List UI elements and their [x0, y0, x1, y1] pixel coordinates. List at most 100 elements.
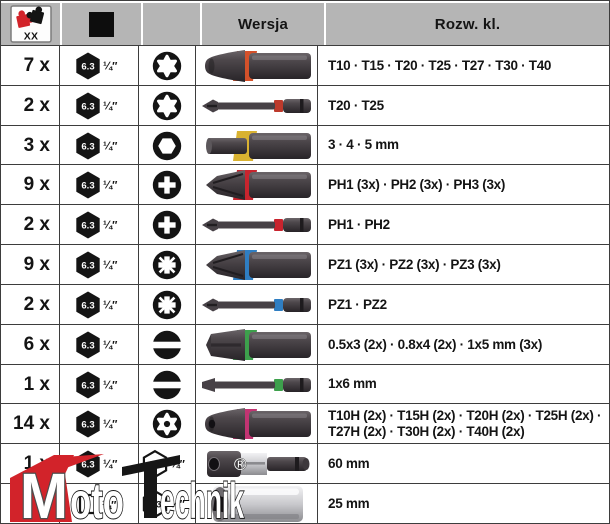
hex-6.3-shank-icon: 6.3 ¼″	[76, 450, 118, 478]
count-value: 2 x	[23, 214, 50, 236]
header-version-cell: Wersja	[202, 3, 324, 45]
hex-6.3-shank-icon: 6.3 ¼″	[76, 371, 118, 399]
torx-tip-icon	[152, 91, 182, 121]
svg-text:6.3: 6.3	[81, 420, 94, 431]
svg-text:¼″: ¼″	[103, 260, 118, 272]
tip-cell	[139, 364, 196, 405]
range-cell: 1x6 mm	[318, 365, 609, 405]
svg-text:6.3: 6.3	[81, 340, 94, 351]
range-cell: 60 mm	[318, 444, 609, 484]
count-cell: 7 x	[1, 46, 60, 86]
table-row: ¼″ 6.3 ¼″ 25 mm	[1, 483, 609, 524]
range-value: PZ1 (3x) · PZ2 (3x) · PZ3 (3x)	[328, 256, 501, 272]
svg-text:¼″: ¼″	[103, 379, 118, 391]
puzzle-pieces-icon: XX	[9, 5, 52, 43]
svg-text:6.3: 6.3	[81, 181, 94, 192]
shank-cell: 6.3 ¼″	[60, 125, 139, 166]
svg-text:¼″: ¼″	[103, 299, 118, 311]
range-cell: T10H (2x) · T15H (2x) · T20H (2x) · T25H…	[318, 404, 609, 444]
table-row: 2 x 6.3 ¼″ T20 · T25	[1, 84, 609, 126]
header-pieces-cell: XX	[1, 3, 60, 45]
shank-cell: 6.3 ¼″	[60, 245, 139, 286]
count-value: 9 x	[23, 174, 50, 196]
tip-cell	[139, 324, 196, 365]
photo-cell	[196, 245, 318, 286]
hex-6.3-shank-icon: 6.3 ¼″	[76, 331, 118, 359]
torx-tip-icon	[152, 51, 182, 81]
bit-stubby-photo	[205, 328, 311, 361]
count-cell: 2 x	[1, 85, 60, 126]
table-row: 6 x 6.3 ¼″ 0.5x3 (2x) · 0.8x4 (2x) · 1x5 mm…	[1, 323, 609, 365]
tip-cell	[139, 165, 196, 206]
count-cell	[1, 484, 60, 524]
table-row: 9 x 6.3 ¼″ PH1 (3x) · PH2 (3x) · PH3 (3x)	[1, 164, 609, 206]
svg-text:6.3: 6.3	[149, 500, 162, 510]
pozidriv-tip-icon	[152, 290, 182, 320]
range-cell: PH1 (3x) · PH2 (3x) · PH3 (3x)	[318, 165, 609, 205]
shank-cell: 6.3 ¼″	[60, 46, 139, 86]
range-value: 25 mm	[328, 495, 370, 511]
count-value: 14 x	[13, 413, 50, 435]
table-row: 9 x 6.3 ¼″ PZ1 (3x) · PZ2 (3x) · PZ3 (3x)	[1, 244, 609, 286]
black-square-icon	[89, 11, 114, 37]
shank-cell: 6.3 ¼″	[60, 324, 139, 365]
table-header-row: XX Wersja Rozw. kl.	[1, 1, 609, 45]
svg-text:6.3: 6.3	[81, 101, 94, 112]
tip-cell: 6.3 ¼″	[139, 444, 196, 485]
range-value: 60 mm	[328, 456, 370, 472]
count-value: 2 x	[23, 293, 50, 315]
square-drive-icon: ¼″	[78, 494, 117, 515]
torx-tamper-tip-icon	[152, 410, 182, 439]
count-cell: 2 x	[1, 205, 60, 246]
svg-text:¼″: ¼″	[102, 500, 117, 512]
count-cell: 1 x	[1, 364, 60, 405]
range-cell: PH1 · PH2	[318, 205, 609, 245]
range-value: 1x6 mm	[328, 376, 377, 392]
photo-cell	[196, 205, 318, 246]
version-column-label: Wersja	[237, 15, 289, 33]
svg-text:¼″: ¼″	[171, 499, 186, 511]
hex-6.3-outline-icon: 6.3 ¼″	[142, 450, 186, 479]
table-row: 2 x 6.3 ¼″ PZ1 · PZ2	[1, 283, 609, 325]
count-cell: 2 x	[1, 284, 60, 325]
photo-cell	[196, 404, 318, 445]
hex-6.3-shank-icon: 6.3 ¼″	[76, 92, 118, 120]
count-value: 1 x	[23, 373, 50, 395]
count-value: 1 x	[23, 453, 50, 475]
tip-cell	[139, 46, 196, 86]
range-value: PH1 (3x) · PH2 (3x) · PH3 (3x)	[328, 177, 506, 193]
puzzle-pieces-icon: XX	[9, 5, 52, 43]
count-value: 9 x	[23, 254, 50, 276]
svg-text:6.3: 6.3	[81, 380, 94, 391]
table-row: 2 x 6.3 ¼″ PH1 · PH2	[1, 204, 609, 246]
svg-text:6.3: 6.3	[81, 261, 94, 272]
shank-cell: 6.3 ¼″	[60, 85, 139, 126]
hex-6.3-shank-icon: 6.3 ¼″	[76, 251, 118, 279]
bit-long-photo	[201, 297, 311, 312]
svg-text:6.3: 6.3	[149, 460, 162, 470]
slotted-tip-icon	[152, 330, 182, 359]
holder-photo	[206, 451, 309, 478]
range-value: PH1 · PH2	[328, 217, 390, 233]
svg-text:¼″: ¼″	[103, 220, 118, 232]
svg-text:¼″: ¼″	[103, 61, 118, 73]
phillips-tip-icon	[152, 171, 182, 200]
count-cell: 9 x	[1, 245, 60, 286]
bit-long-photo	[201, 218, 311, 233]
pozidriv-tip-icon	[152, 250, 182, 280]
range-value: T20 · T25	[328, 97, 384, 113]
range-cell: 25 mm	[318, 484, 609, 524]
svg-text:XX: XX	[23, 31, 37, 43]
photo-cell	[196, 444, 318, 485]
range-cell: T20 · T25	[318, 86, 609, 126]
range-value: 3 · 4 · 5 mm	[328, 137, 399, 153]
photo-cell	[196, 324, 318, 365]
shank-cell: ¼″	[60, 484, 139, 524]
table-row: 1 x 6.3 ¼″ 1x6 mm	[1, 363, 609, 405]
photo-cell	[196, 85, 318, 126]
tip-cell	[139, 404, 196, 445]
photo-cell	[196, 46, 318, 86]
table-row: 3 x 6.3 ¼″ 3 · 4 · 5 mm	[1, 124, 609, 166]
range-cell: PZ1 (3x) · PZ2 (3x) · PZ3 (3x)	[318, 245, 609, 285]
